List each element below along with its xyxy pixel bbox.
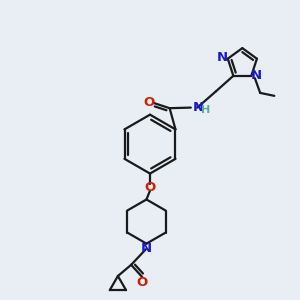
Text: O: O bbox=[137, 276, 148, 289]
Text: N: N bbox=[192, 101, 203, 114]
Text: N: N bbox=[141, 242, 152, 255]
Text: O: O bbox=[144, 181, 156, 194]
Text: N: N bbox=[251, 69, 262, 82]
Text: N: N bbox=[217, 51, 228, 64]
Text: O: O bbox=[144, 96, 155, 109]
Text: H: H bbox=[200, 105, 210, 115]
